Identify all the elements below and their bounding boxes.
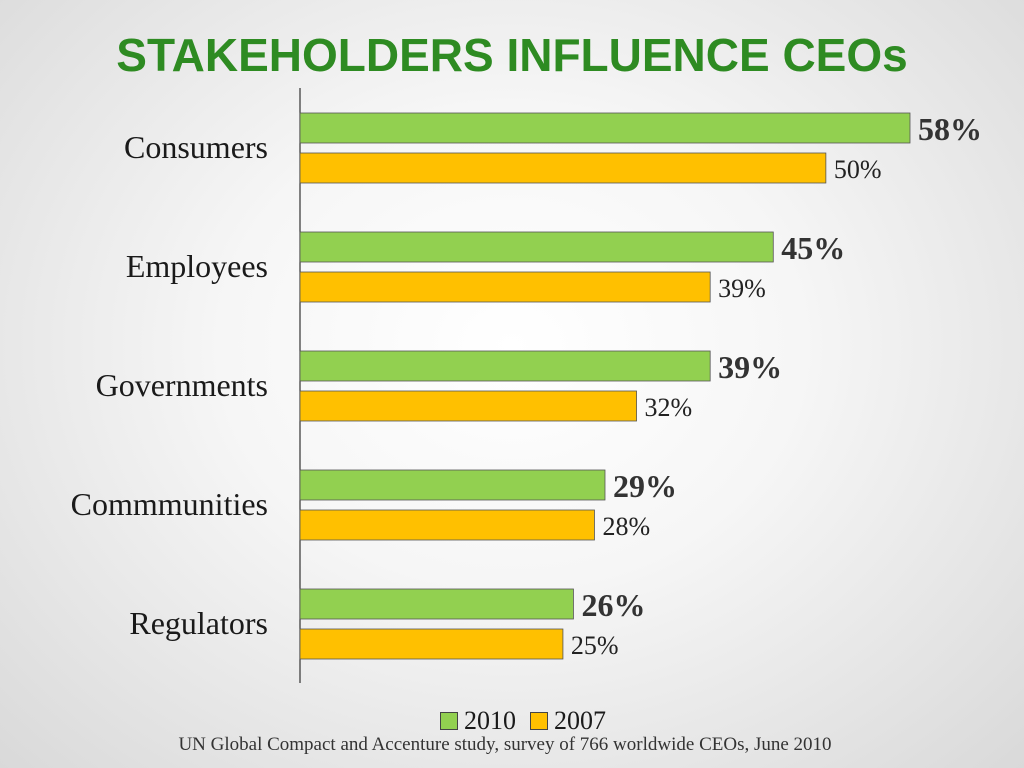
data-label-2010: 29% bbox=[613, 468, 677, 504]
category-label: Employees bbox=[126, 248, 268, 284]
legend-label-2010: 2010 bbox=[464, 706, 516, 735]
legend-swatch-2007 bbox=[530, 712, 548, 730]
category-label: Commmunities bbox=[71, 486, 268, 522]
bar-2007 bbox=[299, 271, 711, 303]
data-label-2010: 45% bbox=[781, 230, 845, 266]
legend-label-2007: 2007 bbox=[554, 706, 606, 735]
bar-2010 bbox=[299, 469, 606, 501]
bar-2010 bbox=[299, 350, 711, 382]
category-label: Consumers bbox=[124, 129, 268, 165]
page-title: STAKEHOLDERS INFLUENCE CEOs bbox=[116, 29, 908, 81]
data-label-2007: 50% bbox=[834, 155, 882, 184]
chart-legend: 2010 2007 bbox=[440, 706, 620, 736]
bar-2007 bbox=[299, 152, 827, 184]
data-label-2007: 28% bbox=[602, 512, 650, 541]
bar-2010 bbox=[299, 112, 911, 144]
data-label-2010: 26% bbox=[581, 587, 645, 623]
category-label: Governments bbox=[96, 367, 268, 403]
bar-2007 bbox=[299, 390, 637, 422]
data-label-2007: 25% bbox=[571, 631, 619, 660]
bar-2010 bbox=[299, 231, 774, 263]
source-note: UN Global Compact and Accenture study, s… bbox=[178, 734, 832, 755]
data-label-2010: 58% bbox=[918, 111, 982, 147]
category-label: Regulators bbox=[129, 605, 268, 641]
data-label-2007: 32% bbox=[645, 393, 693, 422]
bar-2010 bbox=[299, 588, 574, 620]
data-label-2010: 39% bbox=[718, 349, 782, 385]
data-label-2007: 39% bbox=[718, 274, 766, 303]
bar-2007 bbox=[299, 509, 595, 541]
legend-item-2007: 2007 bbox=[530, 706, 606, 736]
legend-swatch-2010 bbox=[440, 712, 458, 730]
bar-2007 bbox=[299, 628, 564, 660]
legend-item-2010: 2010 bbox=[440, 706, 516, 736]
